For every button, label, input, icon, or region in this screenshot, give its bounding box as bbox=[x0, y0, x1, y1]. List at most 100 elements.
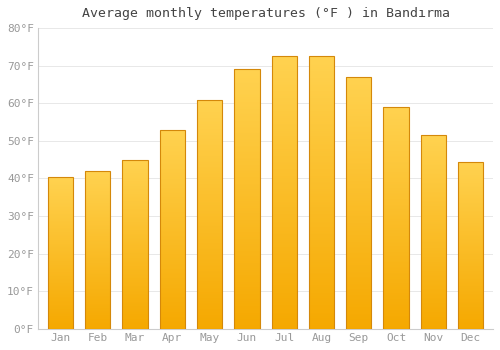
Bar bbox=[272, 98, 297, 100]
Bar bbox=[48, 229, 73, 230]
Bar bbox=[48, 284, 73, 285]
Bar bbox=[346, 129, 372, 131]
Bar bbox=[272, 267, 297, 269]
Bar bbox=[85, 311, 110, 312]
Bar bbox=[85, 275, 110, 276]
Bar bbox=[160, 297, 185, 298]
Bar bbox=[346, 186, 372, 188]
Bar bbox=[234, 182, 260, 184]
Bar bbox=[122, 215, 148, 216]
Bar bbox=[384, 172, 409, 174]
Bar bbox=[122, 319, 148, 320]
Bar bbox=[160, 285, 185, 286]
Bar bbox=[458, 255, 483, 257]
Bar bbox=[384, 122, 409, 123]
Bar bbox=[48, 194, 73, 195]
Bar bbox=[272, 76, 297, 78]
Bar bbox=[458, 173, 483, 174]
Bar bbox=[272, 253, 297, 254]
Bar bbox=[197, 288, 222, 289]
Bar bbox=[309, 265, 334, 267]
Bar bbox=[346, 124, 372, 126]
Bar bbox=[122, 307, 148, 309]
Bar bbox=[458, 212, 483, 213]
Bar bbox=[122, 285, 148, 286]
Bar bbox=[160, 205, 185, 206]
Bar bbox=[346, 264, 372, 265]
Bar bbox=[458, 217, 483, 218]
Bar bbox=[122, 251, 148, 252]
Bar bbox=[234, 125, 260, 126]
Bar bbox=[458, 291, 483, 292]
Bar bbox=[197, 202, 222, 203]
Bar bbox=[197, 161, 222, 162]
Bar bbox=[346, 304, 372, 305]
Bar bbox=[160, 136, 185, 138]
Bar bbox=[234, 213, 260, 215]
Bar bbox=[346, 267, 372, 268]
Bar bbox=[48, 250, 73, 251]
Bar bbox=[122, 283, 148, 284]
Bar bbox=[48, 233, 73, 235]
Bar bbox=[272, 124, 297, 125]
Bar bbox=[197, 222, 222, 223]
Bar bbox=[272, 113, 297, 114]
Bar bbox=[48, 304, 73, 306]
Bar bbox=[85, 294, 110, 295]
Bar bbox=[272, 241, 297, 244]
Bar bbox=[85, 207, 110, 208]
Bar bbox=[85, 284, 110, 285]
Bar bbox=[234, 282, 260, 284]
Bar bbox=[272, 96, 297, 98]
Bar bbox=[122, 210, 148, 211]
Bar bbox=[309, 173, 334, 174]
Bar bbox=[272, 311, 297, 313]
Bar bbox=[85, 201, 110, 202]
Bar bbox=[48, 240, 73, 241]
Bar bbox=[85, 174, 110, 175]
Bar bbox=[346, 247, 372, 248]
Bar bbox=[48, 288, 73, 289]
Bar bbox=[420, 197, 446, 198]
Bar bbox=[384, 289, 409, 290]
Bar bbox=[420, 324, 446, 325]
Bar bbox=[197, 141, 222, 142]
Bar bbox=[309, 82, 334, 84]
Bar bbox=[122, 265, 148, 266]
Bar bbox=[48, 295, 73, 296]
Bar bbox=[85, 245, 110, 246]
Bar bbox=[197, 124, 222, 126]
Bar bbox=[122, 261, 148, 262]
Bar bbox=[272, 322, 297, 323]
Bar bbox=[420, 218, 446, 219]
Bar bbox=[346, 121, 372, 122]
Bar bbox=[85, 182, 110, 183]
Bar bbox=[309, 183, 334, 185]
Bar bbox=[122, 296, 148, 297]
Bar bbox=[458, 279, 483, 280]
Bar bbox=[48, 281, 73, 282]
Bar bbox=[48, 292, 73, 293]
Bar bbox=[384, 148, 409, 150]
Bar bbox=[48, 244, 73, 245]
Bar bbox=[384, 111, 409, 113]
Bar bbox=[48, 279, 73, 280]
Bar bbox=[85, 322, 110, 323]
Bar bbox=[458, 318, 483, 319]
Bar bbox=[458, 199, 483, 201]
Bar bbox=[85, 241, 110, 243]
Bar bbox=[85, 261, 110, 262]
Bar bbox=[420, 200, 446, 201]
Bar bbox=[309, 118, 334, 120]
Bar bbox=[160, 216, 185, 217]
Bar bbox=[197, 243, 222, 245]
Bar bbox=[234, 123, 260, 125]
Bar bbox=[420, 281, 446, 282]
Bar bbox=[160, 234, 185, 236]
Bar bbox=[85, 297, 110, 298]
Bar bbox=[160, 148, 185, 149]
Bar bbox=[309, 278, 334, 280]
Bar bbox=[122, 262, 148, 264]
Bar bbox=[384, 171, 409, 172]
Bar bbox=[346, 90, 372, 92]
